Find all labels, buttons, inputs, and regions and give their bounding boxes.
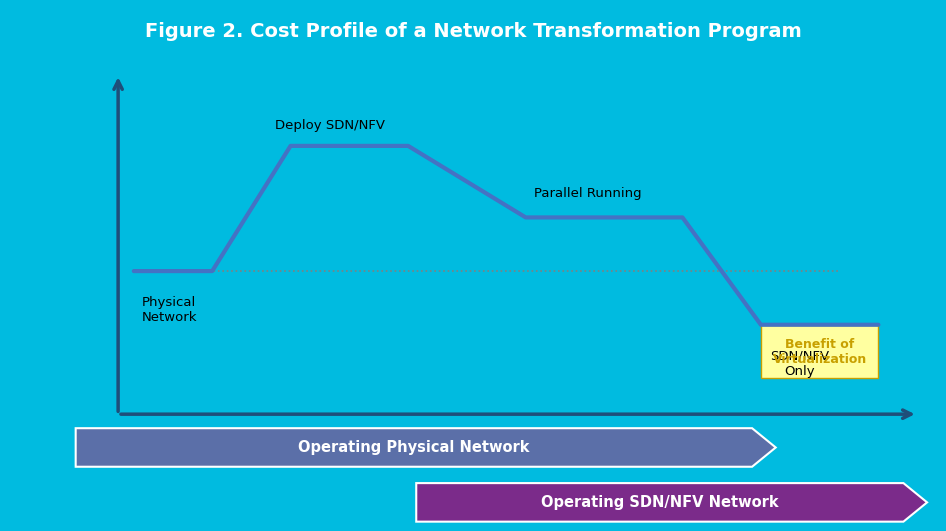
Text: Time: Time <box>877 423 927 441</box>
Text: Figure 2. Cost Profile of a Network Transformation Program: Figure 2. Cost Profile of a Network Tran… <box>145 22 801 41</box>
Text: Operating Physical Network: Operating Physical Network <box>298 440 530 455</box>
Text: Deploy SDN/NFV: Deploy SDN/NFV <box>275 118 385 132</box>
Polygon shape <box>416 483 927 521</box>
Text: Operating SDN/NFV Network: Operating SDN/NFV Network <box>541 495 779 510</box>
Text: Physical
Network: Physical Network <box>142 296 197 324</box>
Text: Benefit of
Virtualization: Benefit of Virtualization <box>773 338 867 365</box>
Text: SDN/NFV
Only: SDN/NFV Only <box>770 350 830 378</box>
Text: Parallel Running: Parallel Running <box>534 186 641 200</box>
FancyBboxPatch shape <box>761 325 879 379</box>
Polygon shape <box>76 428 776 467</box>
Text: Cost: Cost <box>48 137 94 155</box>
